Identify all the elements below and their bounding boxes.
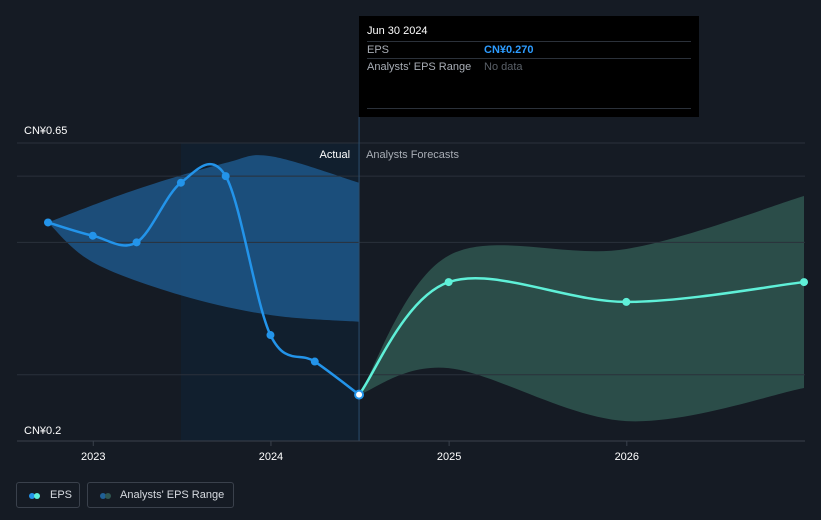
tooltip-range-label: Analysts' EPS Range [367, 61, 472, 73]
eps-forecast-line [358, 277, 805, 396]
forecast-label: Analysts Forecasts [366, 149, 459, 161]
actual-label: Actual [319, 149, 350, 161]
eps-point-highlighted[interactable] [354, 389, 365, 400]
eps-point[interactable] [310, 357, 319, 366]
tooltip-eps-label: EPS [367, 44, 390, 56]
eps-point[interactable] [44, 218, 52, 227]
y-top-label: CN¥0.65 [24, 125, 67, 137]
tooltip-date: Jun 30 2024 [367, 25, 428, 37]
tooltip-eps-value: CN¥0.270 [484, 44, 534, 56]
eps-point[interactable] [221, 172, 230, 181]
forecast-range-band [359, 195, 804, 422]
x-tick-label: 2026 [615, 451, 639, 463]
tooltip-divider [367, 108, 691, 109]
tooltip-row-eps: EPS CN¥0.270 [367, 41, 691, 58]
legend-eps[interactable]: EPS [16, 482, 80, 508]
forecast-point[interactable] [444, 278, 453, 287]
eps-point[interactable] [88, 231, 97, 240]
tooltip: Jun 30 2024 EPS CN¥0.270 Analysts' EPS R… [359, 16, 699, 117]
legend-range-label: Analysts' EPS Range [120, 489, 225, 501]
eps-swatch-icon [29, 492, 41, 499]
forecast-point[interactable] [622, 297, 631, 306]
eps-actual-line [47, 162, 360, 396]
eps-point[interactable] [132, 238, 141, 247]
x-tick-label: 2024 [259, 451, 283, 463]
past-range-band [48, 155, 360, 322]
eps-point[interactable] [176, 178, 185, 187]
range-swatch-icon [100, 492, 112, 499]
tooltip-range-value: No data [484, 61, 523, 73]
x-tick-label: 2025 [437, 451, 461, 463]
eps-point[interactable] [266, 331, 275, 340]
y-bottom-label: CN¥0.2 [24, 425, 61, 437]
legend-analysts-range[interactable]: Analysts' EPS Range [87, 482, 234, 508]
tooltip-row-range: Analysts' EPS Range No data [367, 58, 691, 75]
legend-eps-label: EPS [50, 489, 73, 501]
forecast-point[interactable] [800, 278, 808, 287]
x-tick-label: 2023 [81, 451, 105, 463]
